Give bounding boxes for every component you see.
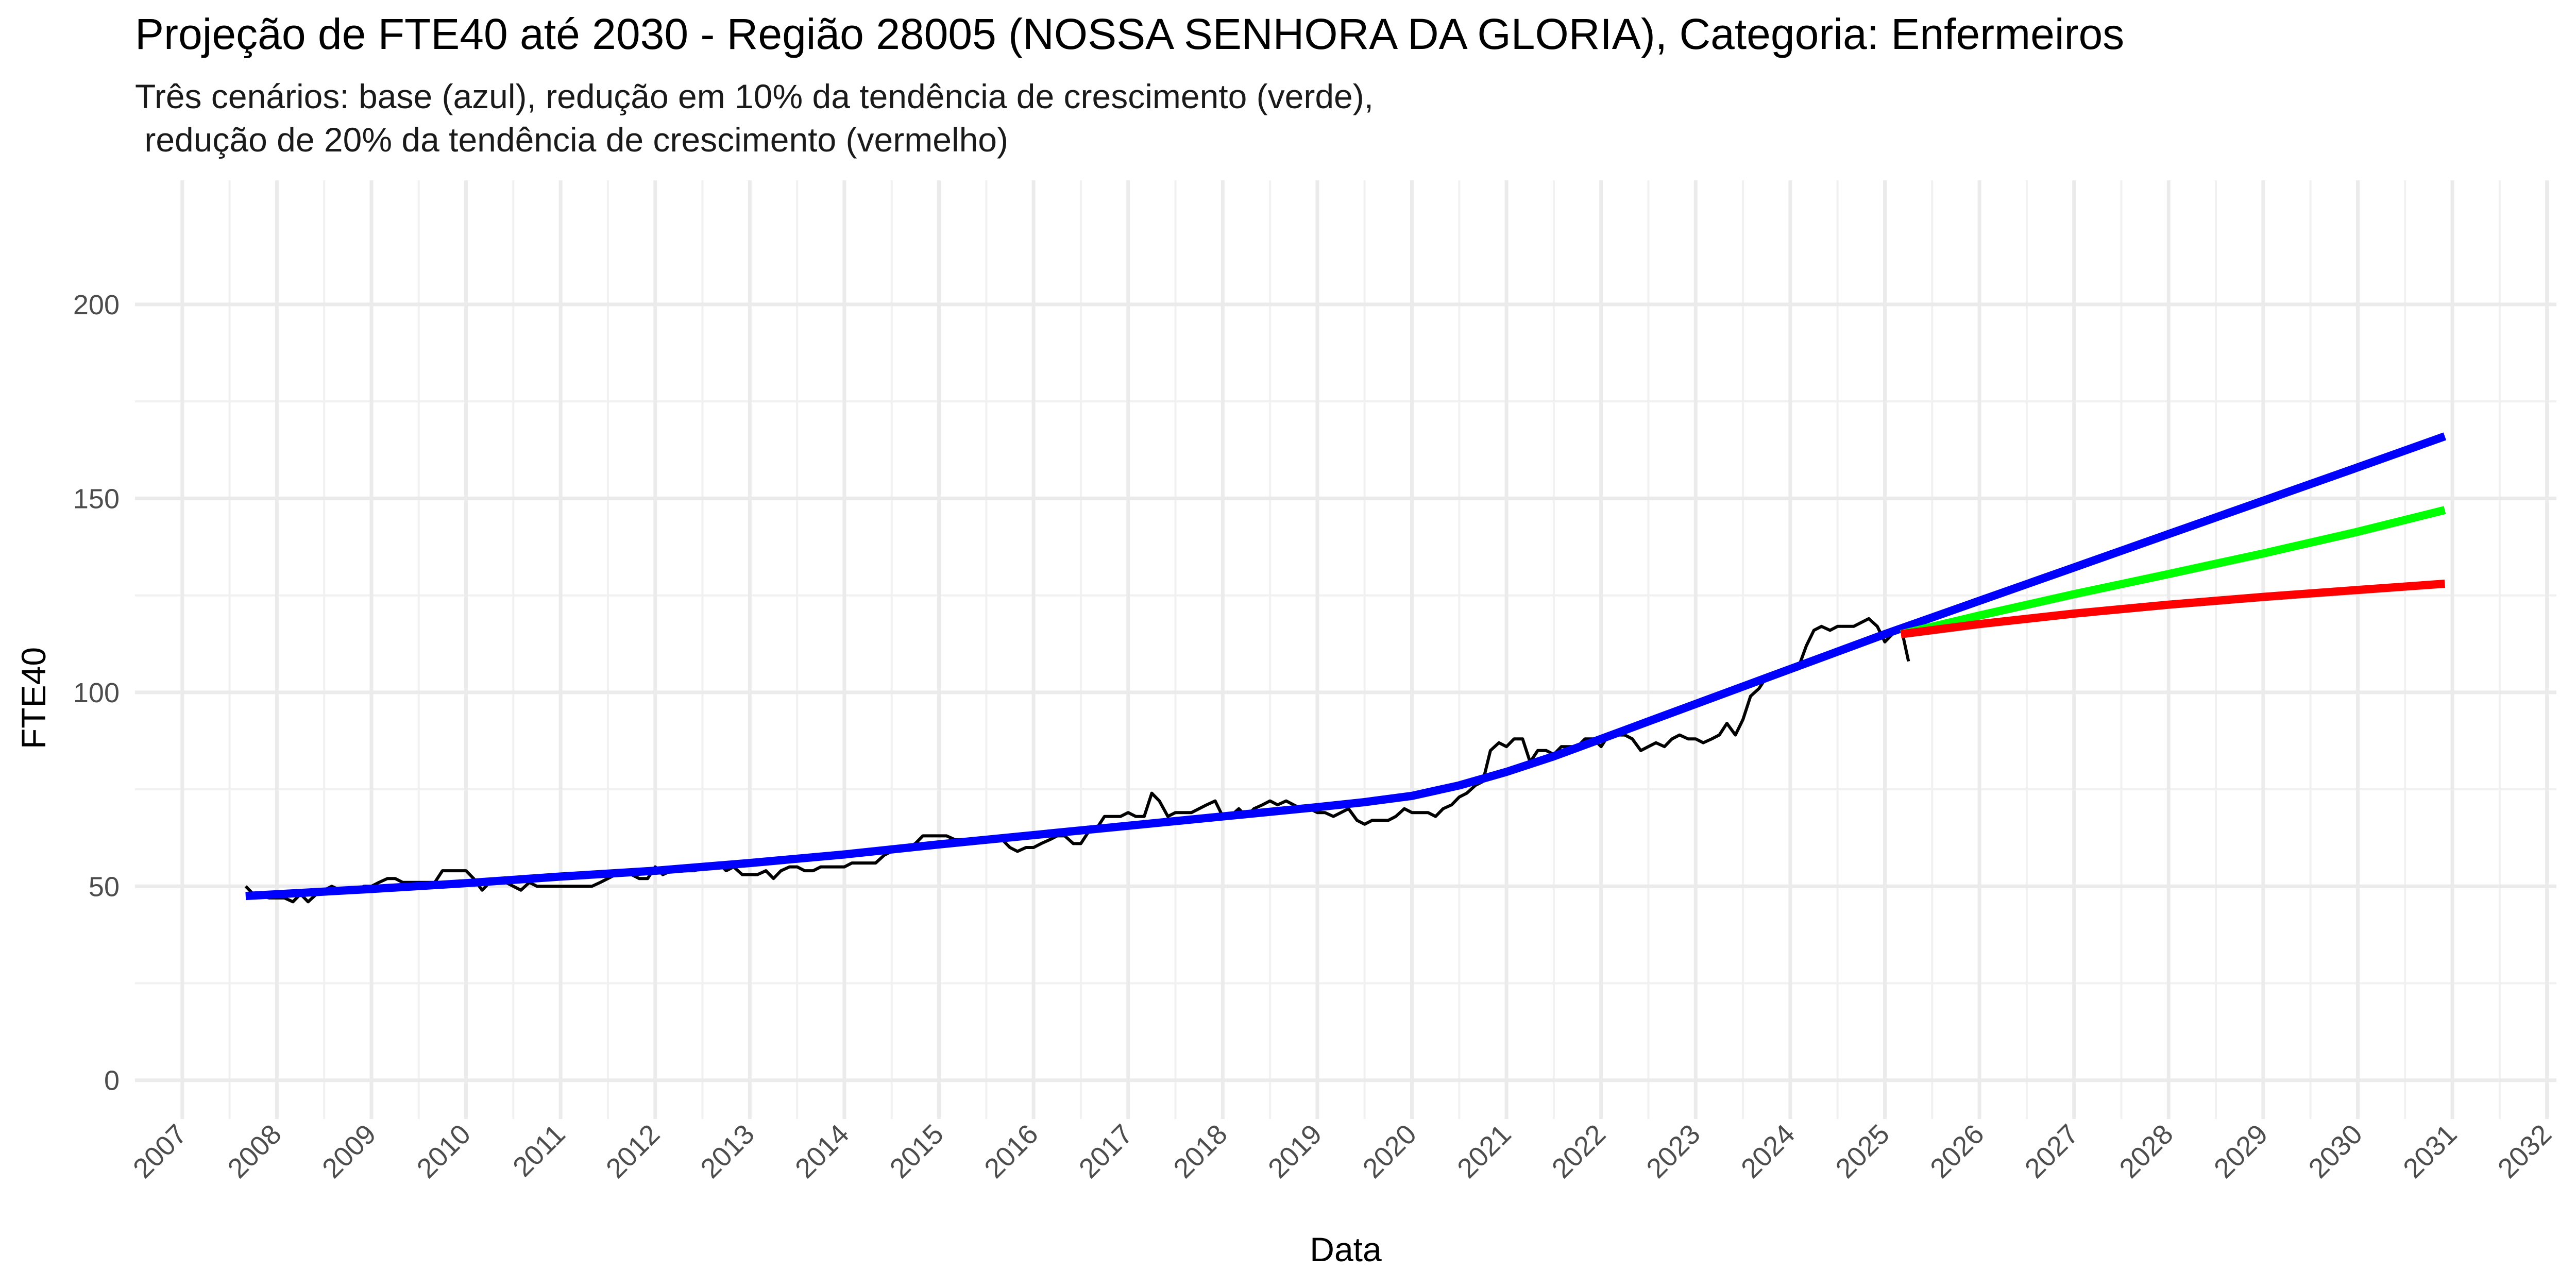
x-tick-label: 2015 — [884, 1118, 950, 1184]
series-line-base — [245, 432, 2447, 901]
y-tick-label: 100 — [73, 677, 120, 708]
x-tick-label: 2022 — [1546, 1118, 1612, 1184]
series-line-reduction-20 — [1900, 580, 2445, 638]
x-tick-label: 2017 — [1073, 1118, 1139, 1184]
x-tick-label: 2016 — [978, 1118, 1044, 1184]
y-tick-label: 150 — [73, 483, 120, 514]
grid-layer — [135, 180, 2556, 1119]
x-tick-label: 2009 — [316, 1118, 382, 1184]
x-axis-ticks: 2007 2008 2009 2010 2011 2012 2013 2014 2015 2016… — [127, 1118, 2557, 1184]
x-tick-label: 2007 — [127, 1118, 193, 1184]
x-tick-label: 2014 — [789, 1118, 855, 1184]
x-tick-label: 2028 — [2113, 1118, 2179, 1184]
x-tick-label: 2012 — [600, 1118, 666, 1184]
y-axis-title: FTE40 — [14, 647, 53, 749]
series-line-observed — [244, 617, 1910, 904]
x-tick-label: 2020 — [1357, 1118, 1422, 1184]
x-tick-label: 2030 — [2303, 1118, 2368, 1184]
x-tick-label: 2026 — [1924, 1118, 1990, 1184]
x-tick-label: 2032 — [2492, 1118, 2557, 1184]
y-tick-label: 50 — [89, 871, 120, 902]
x-tick-label: 2018 — [1167, 1118, 1233, 1184]
x-tick-label: 2019 — [1262, 1118, 1328, 1184]
y-axis-ticks: 0 50 100 150 200 — [73, 290, 120, 1096]
x-tick-label: 2023 — [1640, 1118, 1706, 1184]
x-tick-label: 2008 — [222, 1118, 287, 1184]
x-tick-label: 2010 — [411, 1118, 477, 1184]
y-tick-label: 0 — [104, 1065, 120, 1096]
x-tick-label: 2025 — [1830, 1118, 1895, 1184]
y-tick-label: 200 — [73, 290, 120, 320]
x-tick-label: 2021 — [1451, 1118, 1517, 1184]
x-tick-label: 2013 — [694, 1118, 760, 1184]
series-line-reduction-10 — [1900, 506, 2446, 638]
x-tick-label: 2027 — [2019, 1118, 2084, 1184]
x-tick-label: 2024 — [1735, 1118, 1801, 1184]
series-layer — [244, 432, 2447, 904]
x-tick-label: 2011 — [507, 1118, 571, 1183]
x-tick-label: 2031 — [2397, 1118, 2463, 1184]
chart-title: Projeção de FTE40 até 2030 - Região 2800… — [135, 10, 2125, 58]
x-tick-label: 2029 — [2208, 1118, 2274, 1184]
x-axis-title: Data — [1310, 1230, 1382, 1268]
chart-subtitle: Três cenários: base (azul), redução em 1… — [135, 77, 1374, 159]
